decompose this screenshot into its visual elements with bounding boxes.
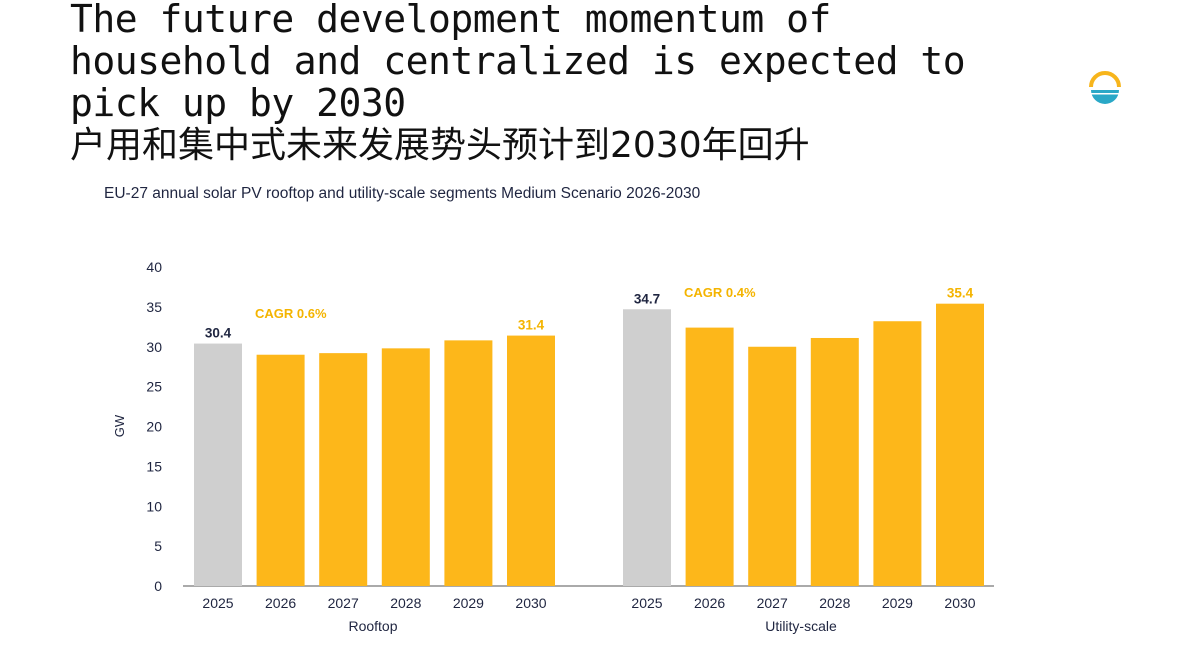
x-tick-label: 2029 [882,595,913,611]
bar [623,309,671,586]
bar [194,343,242,586]
data-label: 34.7 [634,291,660,306]
y-tick-label: 35 [146,299,162,315]
sun-horizon-logo-icon [1089,71,1121,104]
y-tick-label: 10 [146,498,162,514]
x-tick-label: 2030 [944,595,975,611]
cagr-annotation: CAGR 0.4% [684,285,756,300]
y-tick-label: 0 [154,578,162,594]
y-tick-label: 30 [146,339,162,355]
x-tick-label: 2026 [265,595,296,611]
data-label: 30.4 [205,326,232,341]
bar [444,340,493,586]
x-tick-label: 2029 [453,595,484,611]
x-tick-label: 2026 [694,595,725,611]
y-tick-label: 40 [146,259,162,275]
x-tick-label: 2030 [515,595,546,611]
y-tick-label: 20 [146,419,162,435]
bar [685,327,734,586]
x-tick-label: 2027 [328,595,359,611]
chart-title: EU-27 annual solar PV rooftop and utilit… [104,185,701,202]
cagr-annotation: CAGR 0.6% [255,306,327,321]
data-label: 35.4 [947,286,974,301]
bar [873,321,922,586]
bar [381,348,430,586]
x-tick-label: 2025 [631,595,662,611]
group-label: Utility-scale [765,618,837,634]
y-axis-label: GW [112,414,127,437]
bar [256,354,305,586]
group-label: Rooftop [348,618,397,634]
x-tick-label: 2028 [819,595,850,611]
headline-english: The future development momentum of house… [70,0,966,125]
bar [748,346,797,586]
bar [810,337,859,586]
bar [507,335,555,586]
x-tick-label: 2028 [390,595,421,611]
bar [936,303,984,586]
x-tick-label: 2025 [202,595,233,611]
y-tick-label: 25 [146,379,162,395]
x-tick-label: 2027 [757,595,788,611]
headline-chinese: 户用和集中式未来发展势头预计到2030年回升 [70,125,810,166]
y-tick-label: 15 [146,458,162,474]
bar [319,353,368,586]
data-label: 31.4 [518,318,545,333]
y-tick-label: 5 [154,538,162,554]
